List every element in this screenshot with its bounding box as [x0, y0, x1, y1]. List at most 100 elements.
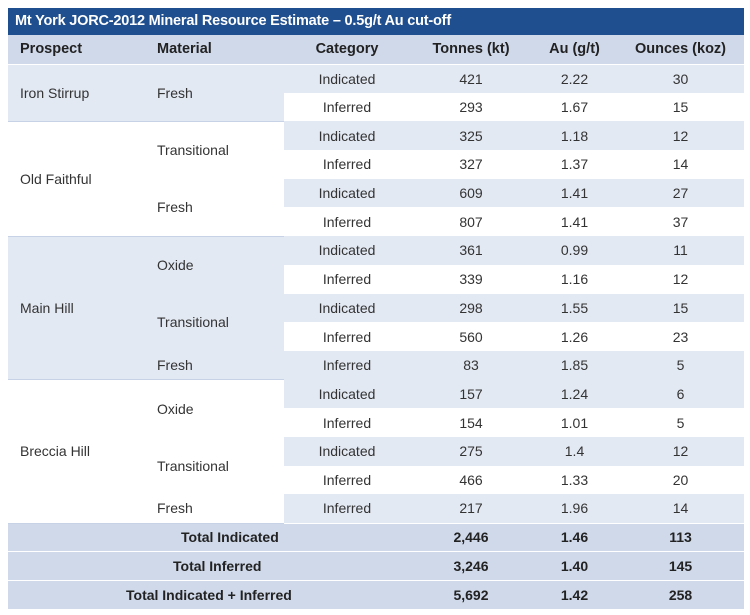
tonnes-cell: 325: [410, 121, 532, 151]
table-row: Inferred 807 1.41 37: [8, 207, 744, 237]
au-cell: 1.26: [532, 322, 617, 351]
ounces-cell: 5: [617, 408, 744, 437]
ounces-cell: 11: [617, 236, 744, 265]
tonnes-cell: 327: [410, 150, 532, 179]
table-row: Fresh Indicated 609 1.41 27: [8, 178, 744, 237]
ounces-cell: 14: [617, 494, 744, 523]
table-row: Inferred 339 1.16 12: [8, 264, 744, 294]
header-au: Au (g/t): [532, 35, 617, 65]
ounces-cell: 37: [617, 207, 744, 237]
category-cell: Inferred: [284, 264, 410, 294]
tonnes-cell: 361: [410, 236, 532, 265]
ounces-cell: 12: [617, 264, 744, 294]
total-tonnes: 2,446: [410, 522, 532, 552]
category-cell: Indicated: [284, 121, 410, 151]
table-row: Fresh Inferred 83 1.85 5: [8, 350, 744, 381]
ounces-cell: 5: [617, 350, 744, 380]
ounces-cell: 15: [617, 293, 744, 323]
prospect-cell: Main Hill: [8, 236, 151, 381]
au-cell: 1.85: [532, 350, 617, 380]
table-row: Inferred 560 1.26 23: [8, 322, 744, 351]
au-cell: 1.16: [532, 264, 617, 294]
tonnes-cell: 807: [410, 207, 532, 237]
ounces-cell: 6: [617, 379, 744, 409]
total-au: 1.42: [532, 579, 617, 609]
table-row: Breccia Hill Oxide Indicated 157 1.24 6: [8, 379, 744, 524]
table-row: Iron Stirrup Fresh Indicated 421 2.22 30: [8, 64, 744, 122]
material-cell: Transitional: [151, 293, 284, 351]
ounces-cell: 30: [617, 64, 744, 93]
category-cell: Indicated: [284, 379, 410, 409]
ounces-cell: 23: [617, 322, 744, 351]
au-cell: 1.55: [532, 293, 617, 323]
category-cell: Indicated: [284, 436, 410, 466]
au-cell: 1.24: [532, 379, 617, 409]
au-cell: 0.99: [532, 236, 617, 265]
header-category: Category: [284, 35, 410, 65]
material-cell: Transitional: [151, 121, 284, 179]
category-cell: Inferred: [284, 150, 410, 179]
category-cell: Inferred: [284, 465, 410, 495]
total-ounces: 145: [617, 551, 744, 580]
ounces-cell: 20: [617, 465, 744, 495]
category-cell: Inferred: [284, 207, 410, 237]
au-cell: 1.67: [532, 92, 617, 122]
au-cell: 1.33: [532, 465, 617, 495]
header-row: Prospect Material Category Tonnes (kt) A…: [8, 35, 744, 65]
tonnes-cell: 83: [410, 350, 532, 380]
category-cell: Inferred: [284, 494, 410, 523]
category-cell: Inferred: [284, 350, 410, 380]
prospect-cell: Old Faithful: [8, 121, 151, 237]
tonnes-cell: 560: [410, 322, 532, 351]
total-tonnes: 3,246: [410, 551, 532, 580]
au-cell: 1.41: [532, 207, 617, 237]
material-cell: Fresh: [151, 64, 284, 122]
total-row: Total Indicated + Inferred 5,692 1.42 25…: [8, 579, 744, 609]
ounces-cell: 15: [617, 92, 744, 122]
prospect-cell: Iron Stirrup: [8, 64, 151, 122]
tonnes-cell: 154: [410, 408, 532, 437]
au-cell: 1.37: [532, 150, 617, 179]
au-cell: 2.22: [532, 64, 617, 93]
category-cell: Indicated: [284, 293, 410, 323]
table-row: Fresh Inferred 217 1.96 14: [8, 494, 744, 524]
total-label: Total Indicated + Inferred: [8, 579, 410, 609]
table-row: Transitional Indicated 275 1.4 12: [8, 436, 744, 495]
table-row: Transitional Indicated 298 1.55 15: [8, 293, 744, 351]
category-cell: Inferred: [284, 92, 410, 122]
tonnes-cell: 293: [410, 92, 532, 122]
total-au: 1.40: [532, 551, 617, 580]
ounces-cell: 12: [617, 436, 744, 466]
table-row: Inferred 466 1.33 20: [8, 465, 744, 495]
ounces-cell: 27: [617, 178, 744, 208]
ounces-cell: 12: [617, 121, 744, 151]
total-row: Total Inferred 3,246 1.40 145: [8, 551, 744, 580]
category-cell: Inferred: [284, 322, 410, 351]
total-au: 1.46: [532, 522, 617, 552]
total-ounces: 113: [617, 522, 744, 552]
header-ounces: Ounces (koz): [617, 35, 744, 65]
tonnes-cell: 339: [410, 264, 532, 294]
table-row: Inferred 327 1.37 14: [8, 150, 744, 179]
tonnes-cell: 466: [410, 465, 532, 495]
header-prospect: Prospect: [8, 35, 151, 65]
material-cell: Oxide: [151, 379, 284, 437]
au-cell: 1.18: [532, 121, 617, 151]
material-cell: Transitional: [151, 436, 284, 495]
material-cell: Fresh: [151, 178, 284, 237]
tonnes-cell: 609: [410, 178, 532, 208]
au-cell: 1.41: [532, 178, 617, 208]
total-tonnes: 5,692: [410, 579, 532, 609]
tonnes-cell: 421: [410, 64, 532, 93]
category-cell: Indicated: [284, 178, 410, 208]
total-label: Total Indicated: [151, 522, 410, 552]
material-cell: Fresh: [151, 494, 284, 524]
total-label: Total Inferred: [151, 551, 410, 580]
header-tonnes: Tonnes (kt): [410, 35, 532, 65]
tonnes-cell: 157: [410, 379, 532, 409]
total-row: Total Indicated 2,446 1.46 113: [8, 522, 744, 552]
prospect-cell: Breccia Hill: [8, 379, 151, 524]
tonnes-cell: 217: [410, 494, 532, 523]
table-title: Mt York JORC-2012 Mineral Resource Estim…: [8, 8, 744, 35]
tonnes-cell: 275: [410, 436, 532, 466]
